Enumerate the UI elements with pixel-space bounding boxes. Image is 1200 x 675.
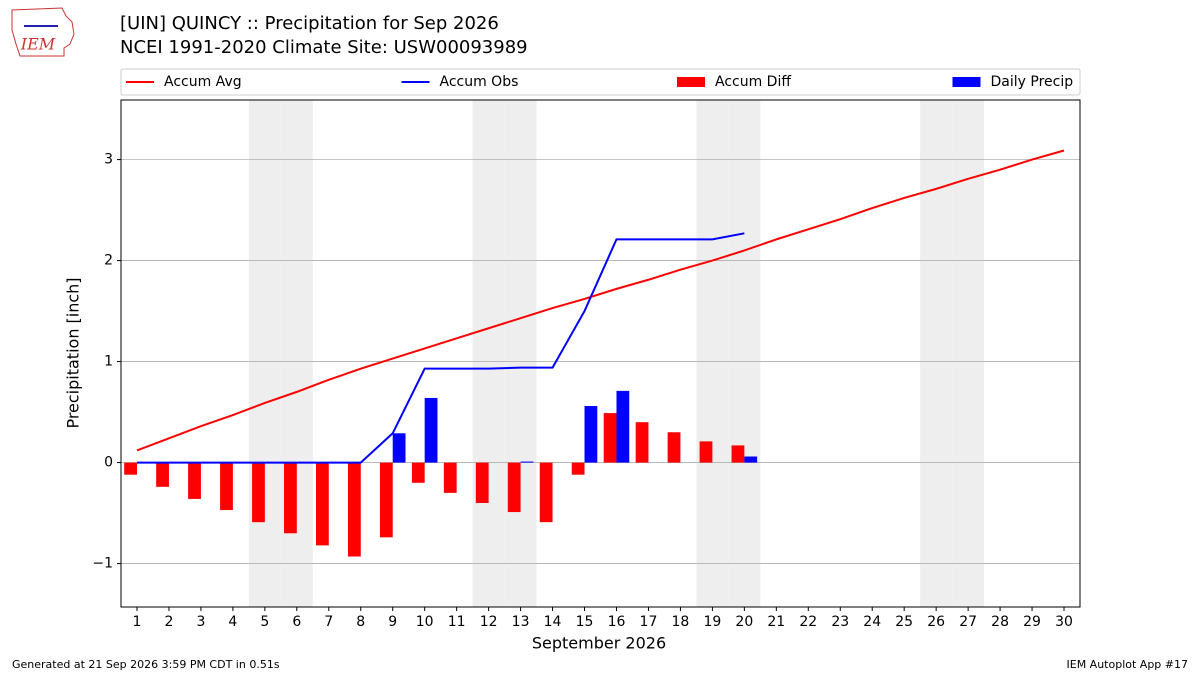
x-tick-label: 7 <box>324 614 333 630</box>
bar <box>124 462 137 475</box>
line <box>136 232 745 464</box>
legend-label: Accum Obs <box>440 74 519 90</box>
weekend-shade <box>920 100 953 607</box>
bar <box>539 462 553 523</box>
weekend-shade <box>952 100 985 607</box>
x-tick-label: 27 <box>959 614 977 630</box>
chart-subtitle: NCEI 1991-2020 Climate Site: USW00093989 <box>120 37 528 58</box>
x-tick-label: 15 <box>576 614 594 630</box>
bar <box>347 462 361 557</box>
x-tick-label: 1 <box>133 614 142 630</box>
x-tick-label: 11 <box>448 614 466 630</box>
weekend-shade <box>472 100 505 607</box>
bar <box>424 397 438 463</box>
bar <box>744 456 758 463</box>
bar <box>475 462 489 503</box>
x-axis-label: September 2026 <box>532 634 666 653</box>
weekend-shade <box>504 100 537 607</box>
x-tick-label: 4 <box>228 614 237 630</box>
bar <box>635 422 649 463</box>
bar <box>156 462 169 487</box>
x-tick-label: 2 <box>164 614 173 630</box>
x-tick-label: 29 <box>1023 614 1041 630</box>
legend-swatch <box>952 77 981 87</box>
bar <box>284 462 297 534</box>
x-tick-label: 13 <box>512 614 530 630</box>
weekend-shade <box>248 100 281 607</box>
bar <box>699 441 713 463</box>
x-tick-label: 3 <box>196 614 205 630</box>
x-tick-label: 26 <box>927 614 945 630</box>
legend-label: Daily Precip <box>991 74 1074 90</box>
x-tick-label: 8 <box>356 614 365 630</box>
bar <box>571 462 585 475</box>
logo-text: IEM <box>20 35 56 54</box>
plot-frame <box>120 99 1081 608</box>
x-tick-label: 25 <box>895 614 913 630</box>
y-tick-label: 3 <box>104 152 113 168</box>
footer-right: IEM Autoplot App #17 <box>1067 658 1189 671</box>
x-tick-label: 20 <box>735 614 753 630</box>
legend-label: Accum Diff <box>715 74 791 90</box>
legend-box <box>120 68 1081 96</box>
x-tick-label: 10 <box>416 614 434 630</box>
bar <box>731 445 745 463</box>
bar <box>252 462 265 523</box>
x-tick-label: 21 <box>767 614 785 630</box>
bar <box>667 432 681 463</box>
y-tick-label: −1 <box>92 556 113 572</box>
bar <box>603 413 617 463</box>
x-tick-label: 5 <box>260 614 269 630</box>
chart-title: [UIN] QUINCY :: Precipitation for Sep 20… <box>120 13 499 34</box>
weekend-shade <box>728 100 761 607</box>
line <box>136 149 1065 452</box>
x-tick-label: 22 <box>799 614 817 630</box>
footer-left: Generated at 21 Sep 2026 3:59 PM CDT in … <box>12 658 280 671</box>
x-tick-label: 18 <box>672 614 690 630</box>
y-axis-label: Precipitation [inch] <box>64 277 83 428</box>
bar <box>443 462 457 493</box>
bar <box>392 433 406 463</box>
x-tick-label: 6 <box>292 614 301 630</box>
y-tick-label: 1 <box>104 354 113 370</box>
bar <box>507 462 521 513</box>
legend-label: Accum Avg <box>164 74 242 90</box>
x-tick-label: 16 <box>608 614 626 630</box>
y-tick-label: 0 <box>104 455 113 471</box>
x-tick-label: 17 <box>640 614 658 630</box>
x-tick-label: 9 <box>388 614 397 630</box>
bar <box>584 406 598 463</box>
bar <box>520 461 534 463</box>
logo: IEM <box>11 7 75 57</box>
x-tick-label: 23 <box>831 614 849 630</box>
x-tick-label: 19 <box>703 614 721 630</box>
legend-swatch <box>677 77 705 87</box>
bar <box>315 462 329 546</box>
bar <box>188 462 201 499</box>
bar <box>616 390 630 463</box>
bar <box>379 462 393 538</box>
x-tick-label: 14 <box>544 614 562 630</box>
bar <box>411 462 425 483</box>
bar <box>220 462 233 511</box>
x-tick-label: 28 <box>991 614 1009 630</box>
weekend-shade <box>696 100 729 607</box>
x-tick-label: 24 <box>863 614 881 630</box>
x-tick-label: 12 <box>480 614 498 630</box>
logo-outline <box>11 7 75 57</box>
x-tick-label: 30 <box>1055 614 1073 630</box>
y-tick-label: 2 <box>104 253 113 269</box>
